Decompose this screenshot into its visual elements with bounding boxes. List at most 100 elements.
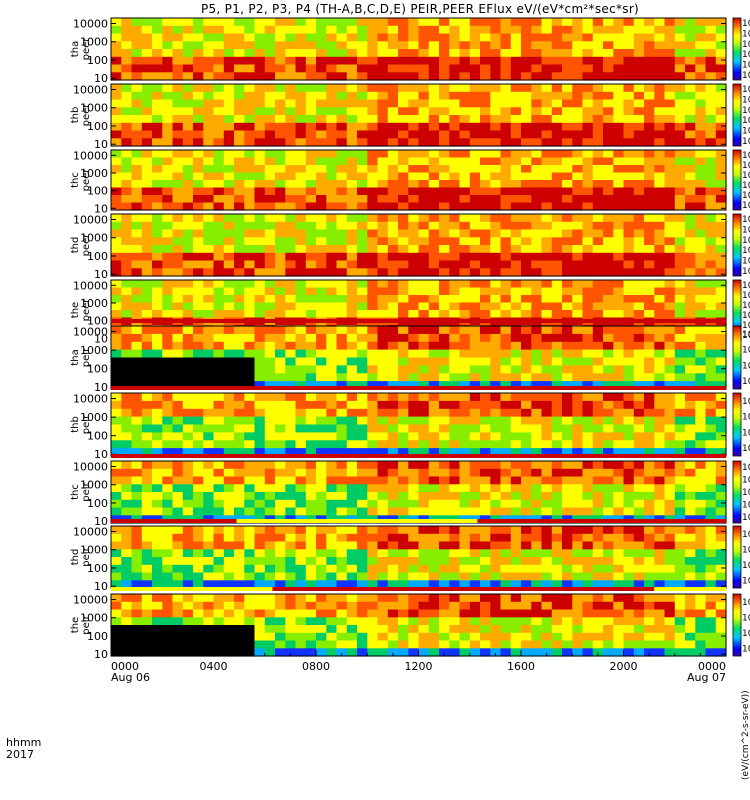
spectrogram-cell — [254, 310, 266, 319]
spectrogram-cell — [490, 295, 502, 304]
spectrogram-cell — [131, 625, 143, 634]
spectrogram-cell — [398, 333, 409, 343]
spectrogram-cell — [654, 130, 666, 139]
spectrogram-cell — [592, 91, 604, 101]
spectrogram-cell — [490, 541, 502, 550]
spectrogram-cell — [674, 260, 686, 269]
spectrogram-cell — [428, 221, 440, 231]
spectrogram-cell — [705, 91, 717, 101]
spectrogram-cell — [152, 64, 163, 73]
spectrogram-cell — [531, 408, 543, 418]
spectrogram-cell — [500, 84, 512, 93]
spectrogram-cell — [213, 280, 225, 289]
spectrogram-cell — [480, 287, 491, 296]
spectrogram-cell — [234, 557, 245, 566]
spectrogram-cell — [131, 130, 143, 139]
spectrogram-cell — [633, 295, 645, 304]
spectrogram-cell — [459, 349, 471, 359]
spectrogram-cell — [510, 49, 522, 58]
spectrogram-cell — [449, 72, 461, 81]
spectrogram-cell — [531, 172, 543, 181]
spectrogram-cell — [490, 492, 502, 501]
spectrogram-cell — [531, 557, 543, 566]
spectrogram-cell — [254, 341, 266, 351]
spectrogram-cell — [223, 295, 235, 304]
spectrogram-cell — [480, 526, 491, 535]
spectrogram-cell — [674, 268, 686, 277]
spectrogram-cell — [377, 357, 389, 366]
spectrogram-cell — [346, 56, 358, 66]
spectrogram-cell — [439, 448, 450, 457]
spectrogram-cell — [357, 448, 368, 457]
spectrogram-cell — [623, 107, 635, 116]
spectrogram-cell — [367, 187, 379, 196]
spectrogram-cell — [418, 357, 430, 366]
spectrogram-cell — [346, 424, 358, 433]
spectrogram-cell — [234, 115, 245, 124]
spectrogram-cell — [603, 115, 614, 124]
spectrogram-cell — [275, 541, 286, 550]
spectrogram-cell — [551, 476, 563, 485]
spectrogram-cell — [254, 99, 266, 108]
spectrogram-cell — [254, 64, 266, 73]
spectrogram-cell — [521, 295, 532, 304]
spectrogram-cell — [572, 476, 584, 485]
spectrogram-cell — [254, 549, 266, 558]
spectrogram-cell — [572, 172, 584, 181]
spectrogram-cell — [398, 609, 409, 618]
spectrogram-cell — [459, 648, 471, 657]
spectrogram-cell — [459, 280, 471, 289]
spectrogram-cell — [469, 541, 481, 550]
spectrogram-cell — [572, 130, 584, 139]
spectrogram-cell — [367, 195, 379, 204]
spectrogram-cell — [213, 295, 225, 304]
spectrogram-cell — [121, 18, 133, 27]
spectrogram-cell — [387, 492, 399, 501]
spectrogram-cell — [326, 202, 338, 211]
spectrogram-cell — [285, 468, 297, 478]
spectrogram-cell — [305, 229, 317, 238]
spectrogram-cell — [213, 648, 225, 657]
spectrogram-cell — [623, 280, 635, 289]
spectrogram-cell — [367, 229, 379, 238]
spectrogram-cell — [172, 640, 184, 649]
spectrogram-cell — [654, 72, 666, 81]
spectrogram-cell — [715, 448, 727, 457]
spectrogram-cell — [295, 221, 307, 231]
spectrogram-cell — [346, 165, 358, 174]
spectrogram-cell — [531, 115, 543, 124]
spectrogram-cell — [500, 99, 512, 108]
spectrogram-cell — [254, 408, 266, 418]
spectrogram-cell — [213, 400, 225, 410]
spectrogram-cell — [633, 557, 645, 566]
spectrogram-cell — [152, 381, 163, 390]
spectrogram-cell — [203, 533, 215, 543]
spectrogram-cell — [336, 533, 348, 543]
spectrogram-cell — [244, 245, 256, 254]
spectrogram-cell — [521, 287, 532, 296]
spectrogram-cell — [152, 107, 163, 116]
spectrogram-cell — [439, 237, 450, 246]
spectrogram-cell — [244, 349, 256, 359]
spectrogram-cell — [490, 138, 502, 147]
panel-thb-peer: 10100100010000thbpeer101102103104105106 — [70, 83, 750, 151]
spectrogram-cell — [695, 268, 707, 277]
spectrogram-cell — [459, 221, 471, 231]
spectrogram-cell — [469, 287, 481, 296]
spectrogram-cell — [633, 115, 645, 124]
spectrogram-cell — [234, 41, 245, 50]
spectrogram-cell — [439, 268, 450, 277]
spectrogram-cell — [121, 468, 133, 478]
spectrogram-cell — [182, 302, 194, 311]
spectrogram-cell — [674, 229, 686, 238]
spectrogram-cell — [715, 115, 727, 124]
spectrogram-cell — [685, 564, 696, 574]
spectrogram-cell — [398, 381, 409, 390]
spectrogram-cell — [172, 302, 184, 311]
spectrogram-cell — [541, 18, 553, 27]
spectrogram-cell — [633, 187, 645, 196]
panel-probe-label: thc — [70, 484, 81, 500]
y-tick-label: 1000 — [80, 544, 108, 557]
spectrogram-cell — [254, 484, 266, 493]
spectrogram-cell — [398, 499, 409, 509]
